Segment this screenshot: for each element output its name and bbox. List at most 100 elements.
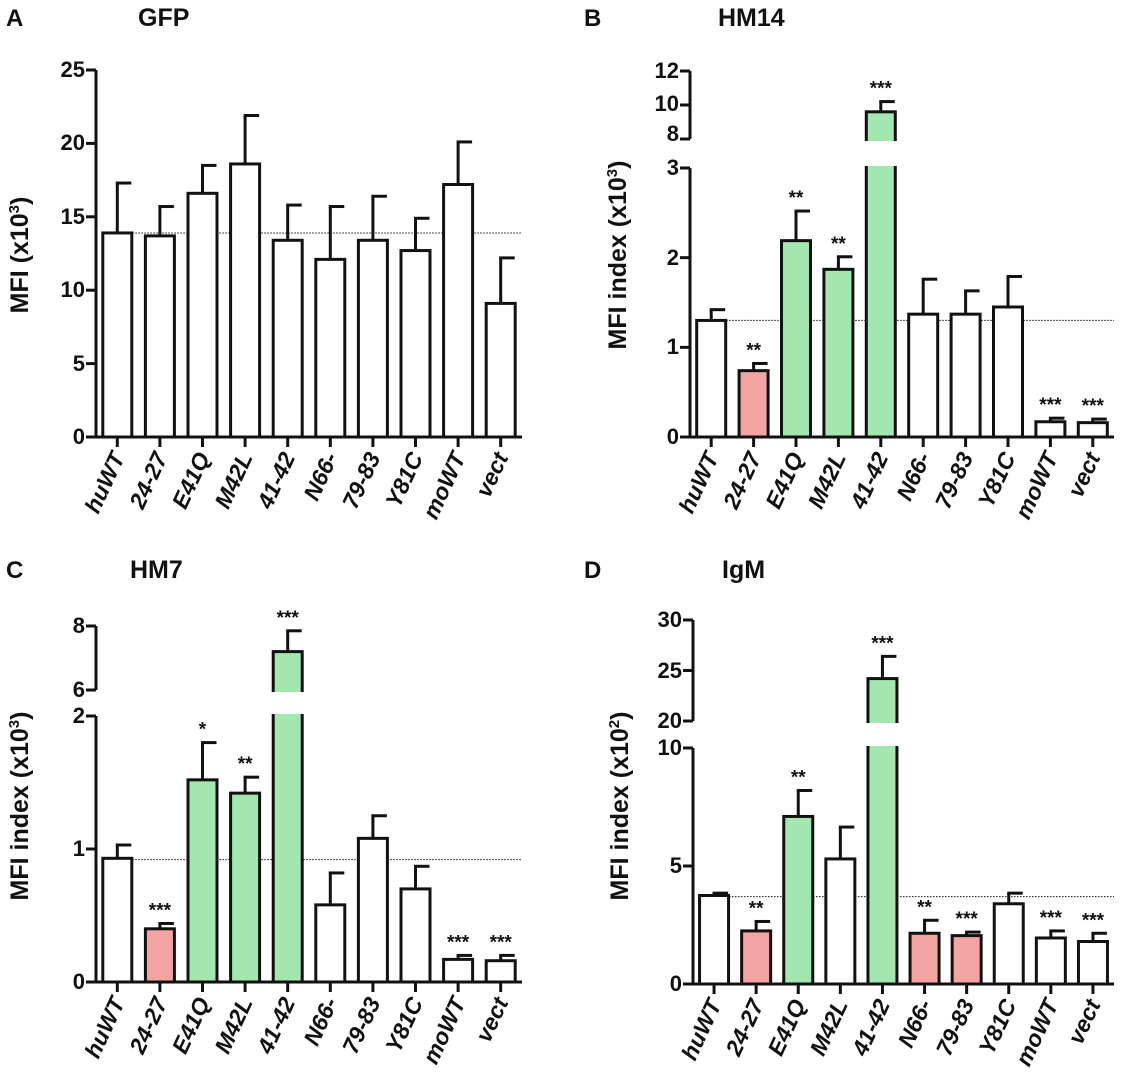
bar-huWT bbox=[695, 318, 728, 439]
y-tick-label: 10 bbox=[655, 91, 679, 116]
y-tick-label: 0 bbox=[73, 424, 85, 449]
y-tick-label: 3 bbox=[667, 155, 679, 180]
significance-label: *** bbox=[1040, 908, 1063, 929]
y-tick-label: 0 bbox=[670, 971, 682, 996]
bar-moWT bbox=[1034, 936, 1067, 986]
y-axis-title: MFI index (x102) bbox=[606, 712, 634, 901]
category-label: 24-27 bbox=[124, 992, 173, 1058]
bar-N66- bbox=[314, 903, 347, 984]
category-label: 79-83 bbox=[931, 995, 980, 1059]
category-label: 41-42 bbox=[844, 448, 893, 513]
bar-N66- bbox=[314, 257, 347, 439]
category-label: M42L bbox=[804, 995, 852, 1059]
category-label: 79-83 bbox=[337, 993, 386, 1057]
y-tick-labels: 0 5 10 15 20 25 bbox=[61, 57, 85, 449]
category-label: E41Q bbox=[762, 995, 810, 1059]
significance-label: ** bbox=[789, 188, 804, 209]
y-axis-title: MFI (x103) bbox=[6, 197, 34, 314]
category-label: N66- bbox=[298, 448, 343, 504]
significance-label: *** bbox=[1082, 910, 1105, 931]
bar-24-27 bbox=[143, 234, 176, 439]
bar-vect bbox=[484, 301, 517, 439]
y-tick-label: 10 bbox=[61, 277, 85, 302]
bar-79-83 bbox=[950, 934, 983, 986]
y-axis-title: MFI index (x103) bbox=[6, 712, 34, 901]
bar-Y81C bbox=[992, 902, 1025, 986]
bar-moWT bbox=[442, 957, 475, 984]
y-tick-label: 6 bbox=[73, 677, 85, 702]
y-tick-label: 20 bbox=[61, 130, 85, 155]
category-label: 41-42 bbox=[251, 448, 300, 513]
y-tick-label: 5 bbox=[73, 351, 85, 376]
y-tick-label: 2 bbox=[73, 703, 85, 728]
bar-vect bbox=[1076, 421, 1109, 439]
category-label: huWT bbox=[676, 993, 727, 1064]
category-label: vect bbox=[1062, 447, 1106, 501]
category-label: 41-42 bbox=[251, 993, 300, 1058]
category-label: E41Q bbox=[167, 448, 215, 512]
bar-vect bbox=[484, 959, 517, 984]
category-label: 24-27 bbox=[124, 447, 173, 513]
bar-moWT bbox=[442, 183, 475, 439]
significance-label: ** bbox=[749, 898, 764, 919]
category-label: 41-42 bbox=[846, 995, 895, 1060]
significance-label: *** bbox=[1039, 395, 1062, 416]
significance-label: *** bbox=[870, 79, 893, 100]
category-label: huWT bbox=[79, 991, 130, 1062]
panel-letter: A bbox=[6, 5, 23, 32]
y-tick-labels: 0 1 2 3 8 10 12 bbox=[655, 58, 679, 449]
category-label: vect bbox=[470, 447, 514, 501]
y-tick-label: 15 bbox=[61, 204, 85, 229]
significance-label: *** bbox=[1082, 396, 1105, 417]
chart-title: GFP bbox=[138, 4, 189, 32]
panel-d: D IgM 0 5 10 20 25 30 MFI index (x102) h… bbox=[584, 556, 1114, 1070]
bar-break-gap bbox=[863, 141, 899, 166]
category-label: moWT bbox=[417, 991, 471, 1067]
category-label: huWT bbox=[673, 446, 724, 517]
y-tick-label: 1 bbox=[667, 334, 679, 359]
bar-M42L bbox=[822, 267, 855, 439]
panel-b: B HM14 0 1 2 3 8 10 12 MFI index (x103) … bbox=[584, 4, 1114, 523]
significance-label: ** bbox=[238, 754, 253, 775]
bar-N66- bbox=[907, 312, 940, 439]
bar-E41Q bbox=[186, 778, 219, 984]
y-tick-label: 10 bbox=[658, 735, 682, 760]
bar-41-42 bbox=[271, 238, 304, 439]
y-tick-label: 8 bbox=[73, 613, 85, 638]
panel-c: C HM7 0 1 2 6 8 MFI index (x103) huWT***… bbox=[6, 556, 522, 1068]
category-label: E41Q bbox=[760, 448, 808, 512]
bar-24-27 bbox=[737, 369, 770, 439]
y-tick-label: 2 bbox=[667, 245, 679, 270]
bar-Y81C bbox=[992, 305, 1024, 439]
category-label: N66- bbox=[891, 448, 936, 504]
significance-label: * bbox=[199, 720, 207, 741]
bar-M42L bbox=[229, 162, 262, 439]
y-tick-label: 0 bbox=[73, 969, 85, 994]
bar-huWT bbox=[698, 894, 731, 986]
bar-24-27 bbox=[740, 929, 773, 986]
category-label: moWT bbox=[417, 446, 471, 522]
bar-moWT bbox=[1034, 420, 1067, 439]
category-label: 24-27 bbox=[717, 447, 766, 513]
category-label: huWT bbox=[79, 446, 130, 517]
significance-label: *** bbox=[871, 633, 894, 654]
y-tick-label: 30 bbox=[658, 607, 682, 632]
chart-title: IgM bbox=[722, 556, 765, 584]
chart-title: HM14 bbox=[718, 4, 785, 32]
bar-huWT bbox=[101, 856, 134, 984]
category-label: 79-83 bbox=[930, 448, 979, 512]
bar-E41Q bbox=[780, 239, 812, 439]
bar-Y81C bbox=[399, 887, 432, 984]
bar-vect bbox=[1076, 940, 1109, 986]
bar-Y81C bbox=[399, 249, 432, 439]
category-label: vect bbox=[470, 992, 514, 1046]
category-label: N66- bbox=[298, 993, 343, 1049]
significance-label: ** bbox=[791, 767, 806, 788]
bar-break-gap bbox=[864, 723, 900, 746]
bar-M42L bbox=[229, 791, 262, 984]
significance-label: ** bbox=[917, 897, 932, 918]
y-tick-label: 20 bbox=[658, 708, 682, 733]
panel-letter: B bbox=[584, 5, 601, 32]
significance-label: ** bbox=[746, 340, 761, 361]
panel-a: A GFP 0 5 10 15 20 25 MFI (x103) huWT24-… bbox=[6, 4, 522, 523]
